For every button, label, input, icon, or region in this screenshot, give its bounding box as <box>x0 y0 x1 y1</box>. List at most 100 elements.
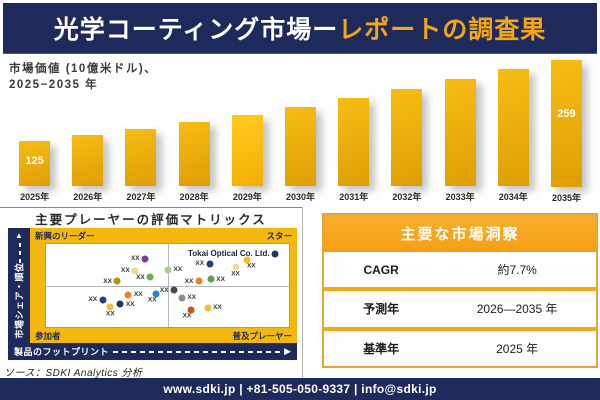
company-dot: XX <box>131 255 149 263</box>
bar <box>72 135 104 186</box>
dot-label: XX <box>246 262 256 270</box>
insights-table: CAGR 約7.7% 予測年 2026—2035 年基準年 2025 年 <box>324 252 596 366</box>
chart-axis-title-line1: 市場価値 (10億米ドル)、 <box>9 63 158 75</box>
dot-label: XX <box>106 310 115 318</box>
company-dot: XX <box>148 290 160 303</box>
bar: 259 <box>550 60 582 187</box>
x-tick-label: 2032年 <box>392 192 422 202</box>
chart-axis-title: 市場価値 (10億米ドル)、 2025−2035 年 <box>9 62 157 93</box>
company-dot: XX <box>164 266 182 274</box>
bar-column: 2032年 <box>380 60 433 203</box>
bar-column: 2026年 <box>61 60 114 203</box>
dot-label: XX <box>231 270 240 278</box>
dot-label: XX <box>213 304 222 312</box>
bar-column: 259 2035年 <box>540 60 593 203</box>
bar <box>178 122 210 186</box>
dot-label: XX <box>184 277 194 285</box>
bar <box>497 69 529 186</box>
bar-chart: 125 2025年 2026年 2027年 2028年 2029年 2030年 2031年 20… <box>8 60 593 203</box>
company-dot: XX <box>231 263 240 278</box>
bar-column: 2029年 <box>221 60 274 203</box>
company-dot: XX <box>207 275 225 283</box>
company-dot: XX <box>106 303 115 318</box>
insights-row-label: 予測年 <box>363 302 400 317</box>
up-arrow-icon: ▲ <box>15 231 23 240</box>
company-dot: XX <box>183 306 195 319</box>
x-tick-label: 2031年 <box>339 192 369 202</box>
insights-row-value: 約7.7% <box>497 263 537 278</box>
dot-label: XX <box>130 255 140 263</box>
x-tick-label: 2034年 <box>498 192 528 202</box>
insights-row: 基準年 2025 年 <box>324 326 596 366</box>
dot-label: XX <box>182 312 192 320</box>
x-tick-label: 2028年 <box>179 192 209 202</box>
company-dot: XX <box>178 294 196 302</box>
x-tick-label: 2030年 <box>286 192 316 202</box>
matrix-title: 主要プレーヤーの評価マトリックス <box>35 213 267 227</box>
quadrant-label-star: スター <box>266 231 292 241</box>
dot-label: XX <box>187 294 196 302</box>
bar-column: 2031年 <box>327 60 380 203</box>
bar-column: 2034年 <box>487 60 540 203</box>
dot-label: XX <box>159 286 169 294</box>
company-dot-highlight: Tokai Optical Co. Ltd. <box>188 249 279 258</box>
matrix-x-axis-label: 製品のフットプリント <box>14 347 110 357</box>
dot-label: XX <box>195 260 205 268</box>
source-note: ソース：SDKI Analytics 分析 <box>4 368 143 379</box>
dot-label: XX <box>173 266 183 274</box>
insights-panel: 主要な市場洞察 CAGR 約7.7% 予測年 2026—2035 年基準年 2025 年 <box>322 213 598 368</box>
page-title-accent: レポートの調査果 <box>338 16 547 44</box>
x-tick-label: 2029年 <box>232 192 262 202</box>
company-dot: XX <box>160 286 178 294</box>
company-name-label: Tokai Optical Co. Ltd. <box>188 249 270 259</box>
dashed-line-horizontal <box>113 350 281 353</box>
section-divider-vertical <box>302 207 303 378</box>
bar-column: 2028年 <box>168 60 221 203</box>
company-dot: XX <box>124 291 143 299</box>
dot-label: XX <box>147 296 157 304</box>
bar <box>285 107 317 186</box>
insights-row-label: 基準年 <box>363 341 400 356</box>
dot-label: XX <box>121 267 130 275</box>
bar-column: 2033年 <box>434 60 487 203</box>
company-dot: XX <box>185 277 203 285</box>
company-dot: XX <box>204 304 222 312</box>
company-dot: XX <box>116 300 135 308</box>
bar-column: 125 2025年 <box>8 60 61 203</box>
dot-label: XX <box>125 300 135 308</box>
company-dot: XX <box>243 256 256 270</box>
bar-value-label: 125 <box>25 155 44 167</box>
insights-title: 主要な市場洞察 <box>324 215 596 252</box>
dot-label: XX <box>88 296 98 304</box>
insights-row: CAGR 約7.7% <box>324 252 596 287</box>
insights-row: 予測年 2026—2035 年 <box>324 287 596 326</box>
bar <box>444 79 476 186</box>
company-dot: XX <box>103 277 121 285</box>
dot-label: XX <box>133 291 143 299</box>
matrix-quadrant-divider-horizontal <box>46 285 289 287</box>
company-dot: XX <box>195 260 214 268</box>
bar-column: 2027年 <box>114 60 167 203</box>
x-tick-label: 2025年 <box>20 192 50 202</box>
dashed-line-vertical <box>19 243 21 269</box>
bar <box>125 129 157 186</box>
bar: 125 <box>19 141 51 186</box>
bar <box>391 89 423 186</box>
x-tick-label: 2033年 <box>445 192 475 202</box>
bar-column: 2030年 <box>274 60 327 203</box>
header-banner: 光学コーティング市場ー レポートの調査果 <box>3 3 597 54</box>
company-dot: XX <box>88 296 107 304</box>
chart-axis-title-line2: 2025−2035 年 <box>9 78 99 91</box>
footer-bar: www.sdki.jp | +81-505-050-9337 | info@sd… <box>0 378 600 400</box>
x-tick-label: 2035年 <box>551 193 581 203</box>
matrix-y-axis-label: 市場シェア・順位 <box>14 261 25 339</box>
matrix-plot: XX XX XX XX XX XX XX XX Tokai Optical Co. Ltd. XX… <box>45 243 290 328</box>
quadrant-label-pervasive-players: 普及プレーヤー <box>232 331 292 341</box>
right-arrow-icon: ▶ <box>284 346 291 356</box>
x-tick-label: 2026年 <box>73 192 103 202</box>
section-divider-horizontal <box>0 207 302 208</box>
quadrant-label-emerging-leaders: 新興のリーダー <box>35 231 95 241</box>
matrix-y-axis: ▲ 市場シェア・順位 <box>8 228 30 360</box>
company-dot: XX <box>121 267 139 275</box>
